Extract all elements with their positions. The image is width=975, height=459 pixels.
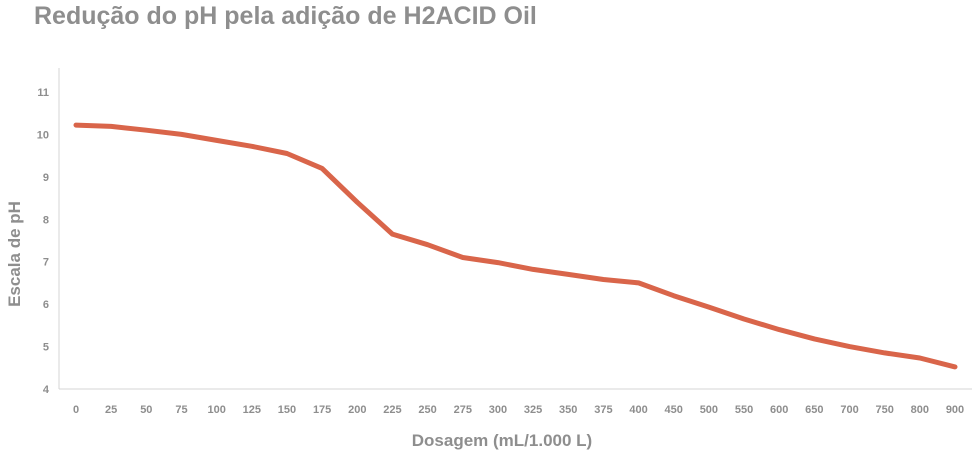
x-tick-label: 400 — [629, 404, 647, 416]
y-tick-label: 7 — [43, 257, 49, 269]
x-tick-labels: 0 25 50 75 100 125 150 175 200 225 250 275 300 325 350… — [73, 404, 964, 416]
x-tick-label: 600 — [770, 404, 788, 416]
x-tick-label: 325 — [524, 404, 542, 416]
y-tick-label: 6 — [43, 299, 49, 311]
x-tick-label: 375 — [594, 404, 612, 416]
x-tick-label: 450 — [665, 404, 683, 416]
x-tick-label: 150 — [278, 404, 296, 416]
ph-series-line — [73, 122, 958, 370]
x-tick-label: 125 — [243, 404, 261, 416]
x-tick-label: 175 — [313, 404, 331, 416]
y-tick-label: 8 — [43, 214, 49, 226]
y-axis-label: Escala de pH — [5, 201, 24, 307]
x-tick-label: 25 — [105, 404, 117, 416]
x-tick-label: 225 — [383, 404, 401, 416]
x-tick-label: 75 — [175, 404, 187, 416]
x-tick-label: 350 — [559, 404, 577, 416]
x-tick-label: 0 — [73, 404, 79, 416]
y-tick-label: 9 — [43, 172, 49, 184]
y-tick-label: 10 — [37, 129, 49, 141]
x-tick-label: 500 — [700, 404, 718, 416]
x-tick-label: 100 — [207, 404, 225, 416]
x-tick-label: 650 — [805, 404, 823, 416]
x-tick-label: 250 — [418, 404, 436, 416]
x-tick-label: 275 — [454, 404, 472, 416]
chart-title: Redução do pH pela adição de H2ACID Oil — [34, 2, 537, 30]
x-tick-label: 750 — [876, 404, 894, 416]
x-tick-label: 550 — [735, 404, 753, 416]
x-tick-label: 800 — [911, 404, 929, 416]
x-axis-label: Dosagem (mL/1.000 L) — [412, 431, 592, 450]
x-tick-label: 200 — [348, 404, 366, 416]
y-tick-label: 11 — [37, 87, 49, 99]
y-tick-labels: 4 5 6 7 8 9 10 11 — [37, 87, 50, 396]
x-tick-label: 50 — [140, 404, 152, 416]
x-tick-label: 300 — [489, 404, 507, 416]
x-tick-label: 700 — [840, 404, 858, 416]
x-tick-label: 900 — [946, 404, 964, 416]
y-tick-label: 4 — [43, 384, 50, 396]
y-tick-label: 5 — [43, 342, 49, 354]
